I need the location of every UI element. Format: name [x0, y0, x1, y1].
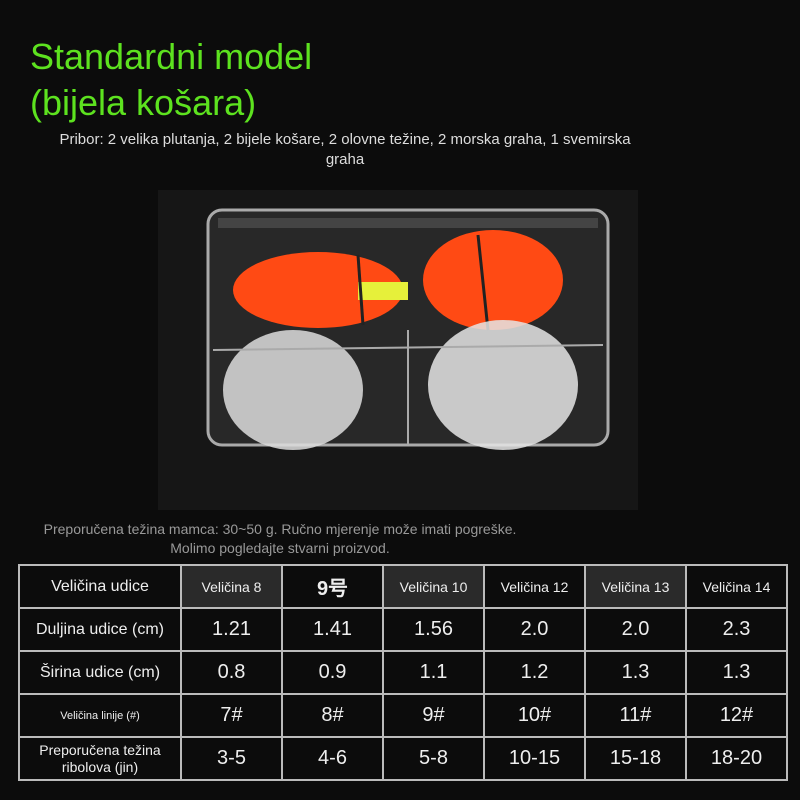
bait-weight-note: Preporučena težina mamca: 30~50 g. Ručno… — [43, 521, 517, 556]
header-cell: Veličina 14 — [685, 564, 788, 609]
table-cell: 5-8 — [382, 736, 485, 781]
row-label: Veličina linije (#) — [18, 693, 182, 738]
table-cell: 10# — [483, 693, 586, 738]
table-row: Širina udice (cm) 0.8 0.9 1.1 1.2 1.3 1.… — [18, 650, 788, 695]
table-cell: 7# — [180, 693, 283, 738]
table-cell: 2.3 — [685, 607, 788, 652]
table-cell: 18-20 — [685, 736, 788, 781]
table-cell: 1.56 — [382, 607, 485, 652]
table-row: Duljina udice (cm) 1.21 1.41 1.56 2.0 2.… — [18, 607, 788, 652]
table-cell: 2.0 — [584, 607, 687, 652]
header-cell: Veličina 10 — [382, 564, 485, 609]
table-cell: 10-15 — [483, 736, 586, 781]
table-cell: 0.9 — [281, 650, 384, 695]
table-cell: 1.2 — [483, 650, 586, 695]
header-cell: 9号 — [281, 564, 384, 609]
table-cell: 1.1 — [382, 650, 485, 695]
product-photo — [158, 190, 638, 510]
table-cell: 12# — [685, 693, 788, 738]
table-cell: 1.3 — [584, 650, 687, 695]
header-cell: Veličina 12 — [483, 564, 586, 609]
header-cell: Veličina 13 — [584, 564, 687, 609]
table-cell: 8# — [281, 693, 384, 738]
table-cell: 11# — [584, 693, 687, 738]
title-line-2: (bijela košara) — [30, 82, 257, 123]
hook-size-table: Veličina udice Veličina 8 9号 Veličina 10… — [18, 564, 788, 781]
row-label: Širina udice (cm) — [18, 650, 182, 695]
row-label: Preporučena težina ribolova (jin) — [18, 736, 182, 781]
product-title: Standardni model (bijela košara) — [30, 34, 312, 126]
table-cell: 3-5 — [180, 736, 283, 781]
table-cell: 1.3 — [685, 650, 788, 695]
table-cell: 9# — [382, 693, 485, 738]
table-cell: 2.0 — [483, 607, 586, 652]
header-cell: Veličina udice — [18, 564, 182, 609]
header-cell: Veličina 8 — [180, 564, 283, 609]
row-label: Duljina udice (cm) — [18, 607, 182, 652]
table-cell: 1.21 — [180, 607, 283, 652]
table-cell: 4-6 — [281, 736, 384, 781]
table-cell: 0.8 — [180, 650, 283, 695]
table-row: Veličina linije (#) 7# 8# 9# 10# 11# 12# — [18, 693, 788, 738]
table-header-row: Veličina udice Veličina 8 9号 Veličina 10… — [18, 564, 788, 609]
table-cell: 15-18 — [584, 736, 687, 781]
title-line-1: Standardni model — [30, 36, 313, 77]
table-row: Preporučena težina ribolova (jin) 3-5 4-… — [18, 736, 788, 781]
table-cell: 1.41 — [281, 607, 384, 652]
accessories-text: Pribor: 2 velika plutanja, 2 bijele koša… — [59, 131, 631, 168]
